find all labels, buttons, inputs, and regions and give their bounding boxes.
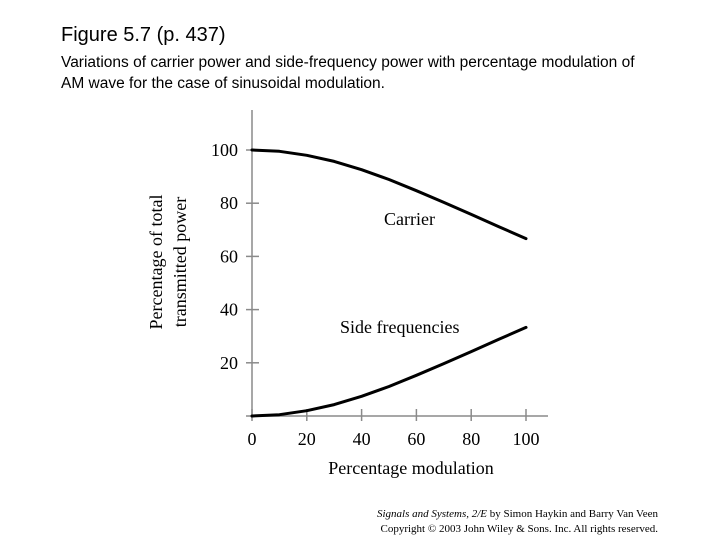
x-tick-label-80: 80 [462, 429, 480, 449]
carrier-curve [250, 148, 528, 241]
carrier-series-label: Carrier [384, 209, 435, 229]
figure-title: Figure 5.7 (p. 437) [61, 24, 226, 46]
x-tick-label-20: 20 [298, 429, 316, 449]
side-frequencies-series-label: Side frequencies [340, 317, 459, 337]
copyright-notice: Copyright © 2003 John Wiley & Sons. Inc.… [380, 523, 659, 535]
y-axis-label-line2: transmitted power [170, 197, 190, 327]
y-tick-label-40: 40 [220, 300, 238, 320]
x-tick-label-60: 60 [407, 429, 425, 449]
book-credit: Signals and Systems, 2/E by Simon Haykin… [377, 508, 658, 520]
x-axis-label: Percentage modulation [328, 458, 493, 478]
book-authors: by Simon Haykin and Barry Van Veen [487, 508, 658, 520]
y-tick-label-60: 60 [220, 246, 238, 266]
book-title: Signals and Systems, 2/E [377, 508, 487, 520]
x-tick-label-40: 40 [353, 429, 371, 449]
axes: 20 40 60 80 100 0 20 40 60 80 100 [211, 110, 548, 449]
y-tick-label-20: 20 [220, 353, 238, 373]
y-axis-label-line1: Percentage of total [146, 195, 166, 330]
x-tick-label-0: 0 [248, 429, 257, 449]
x-tick-label-100: 100 [513, 429, 540, 449]
series-group [250, 148, 528, 418]
figure-caption: Variations of carrier power and side-fre… [61, 54, 635, 92]
y-tick-label-100: 100 [211, 140, 238, 160]
y-tick-label-80: 80 [220, 193, 238, 213]
side-frequencies-curve [250, 325, 528, 418]
